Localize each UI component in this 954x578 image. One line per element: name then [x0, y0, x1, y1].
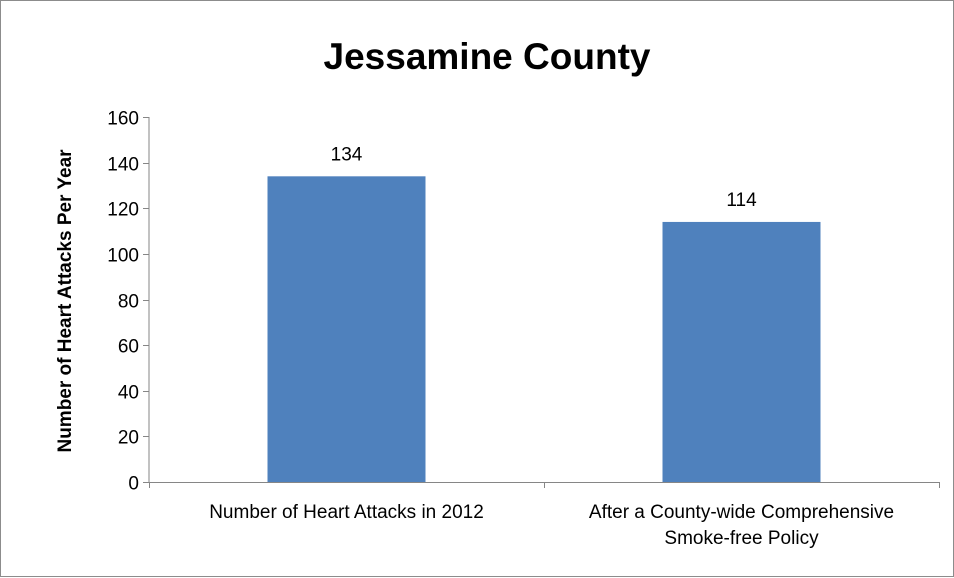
y-tick-label: 40	[118, 383, 139, 404]
bar	[267, 176, 426, 482]
y-tick-label: 100	[107, 246, 139, 267]
y-tick-label: 0	[128, 474, 139, 495]
data-label: 134	[331, 144, 363, 165]
chart-title: Jessamine County	[324, 36, 651, 77]
y-tick-label: 160	[107, 109, 139, 130]
y-tick-label: 60	[118, 337, 139, 358]
y-tick-label: 140	[107, 155, 139, 176]
plot-area: 0 20 40 60 80 100 120 140 160 134 Number of Heart …	[107, 109, 940, 549]
x-category-label: Smoke-free Policy	[664, 528, 819, 549]
y-tick-label: 20	[118, 428, 139, 449]
x-category-label: Number of Heart Attacks in 2012	[209, 502, 484, 523]
bar	[662, 221, 821, 482]
x-category-label: After a County-wide Comprehensive	[589, 502, 894, 523]
y-tick-label: 80	[118, 292, 139, 313]
data-label: 114	[726, 190, 757, 211]
y-axis-title: Number of Heart Attacks Per Year	[55, 149, 76, 453]
y-tick-label: 120	[107, 200, 139, 221]
